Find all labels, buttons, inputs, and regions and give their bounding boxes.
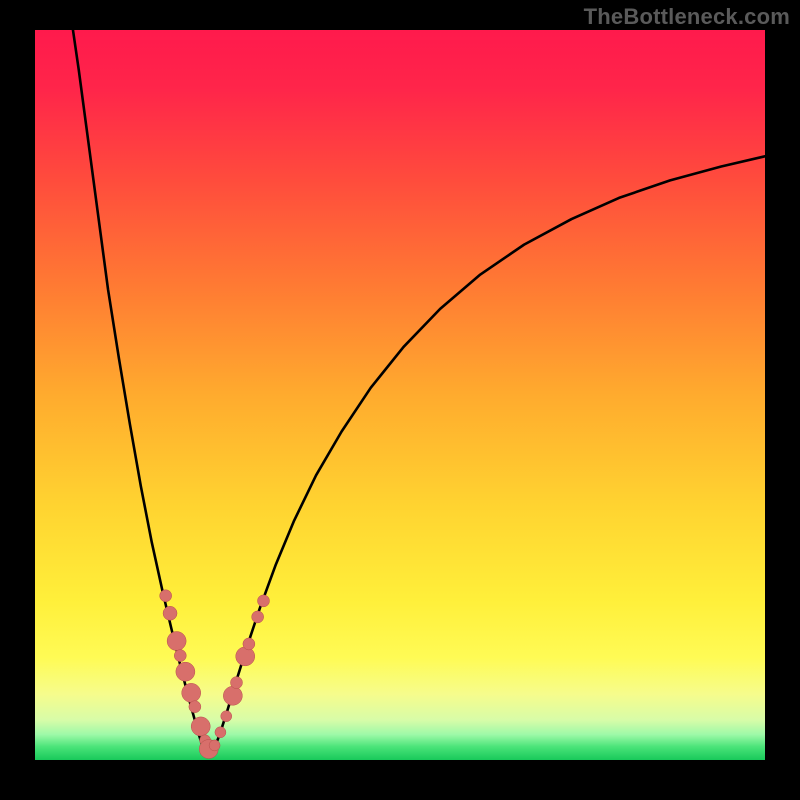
plot-gradient-background: [35, 30, 765, 760]
data-marker: [223, 686, 242, 705]
data-marker: [189, 701, 201, 713]
data-marker: [160, 590, 172, 602]
data-marker: [243, 638, 255, 650]
data-marker: [176, 662, 195, 681]
data-marker: [182, 683, 201, 702]
data-marker: [230, 677, 242, 689]
data-marker: [209, 740, 220, 751]
data-marker: [174, 650, 186, 662]
watermark-text: TheBottleneck.com: [584, 4, 790, 30]
data-marker: [191, 717, 210, 736]
data-marker: [252, 611, 264, 623]
data-marker: [236, 647, 255, 666]
data-marker: [221, 711, 232, 722]
data-marker: [215, 727, 226, 738]
data-marker: [167, 632, 186, 651]
chart-container: TheBottleneck.com: [0, 0, 800, 800]
data-marker: [257, 595, 269, 607]
data-marker: [163, 606, 177, 620]
chart-svg: [0, 0, 800, 800]
